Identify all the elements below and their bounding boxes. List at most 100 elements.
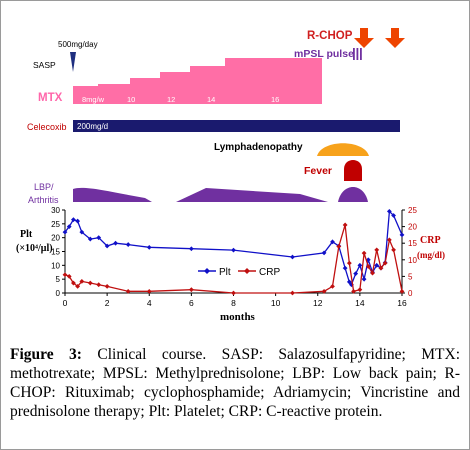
- data-point-crp: [96, 282, 102, 288]
- data-point-crp: [336, 244, 342, 249]
- right-tick-label: 20: [408, 223, 417, 232]
- left-tick-label: 15: [51, 248, 60, 257]
- rchop-label: R-CHOP: [307, 30, 353, 42]
- data-point-plt: [391, 213, 396, 218]
- lymphadenopathy-shape: [317, 143, 369, 156]
- right-tick-labels: 0 5 10 15 20 25: [402, 206, 417, 298]
- x-tick-labels: 0 2 4 6 8 10 12 14 16: [63, 293, 407, 308]
- data-point-crp: [290, 290, 295, 296]
- data-point-crp: [62, 272, 68, 278]
- data-point-crp: [365, 264, 371, 269]
- data-point-crp: [351, 288, 356, 294]
- data-point-crp: [330, 283, 335, 289]
- data-point-plt: [357, 262, 363, 268]
- data-point-plt: [104, 243, 110, 249]
- data-point-crp: [399, 288, 405, 294]
- mtx-dose-3: 12: [167, 95, 175, 104]
- rchop-arrow-1-icon: [354, 28, 374, 48]
- data-point-plt: [125, 242, 131, 247]
- data-point-crp: [231, 290, 236, 296]
- plot-area: 0 5 10 15 20 25 30 0 5 10 15 20 25 0 2 4 6 8 10 12 14 16: [51, 206, 417, 308]
- left-axis-title-line2: (×10⁴/μl): [16, 243, 53, 254]
- mtx-dose-4: 14: [207, 95, 215, 104]
- data-point-plt: [386, 208, 392, 214]
- mpsl-pulse-bar-3: [360, 48, 362, 60]
- fever-label: Fever: [304, 165, 332, 177]
- left-tick-label: 0: [56, 289, 61, 298]
- lbp-period-2: [176, 188, 328, 202]
- right-tick-label: 5: [408, 272, 413, 281]
- data-point-crp: [378, 265, 384, 271]
- left-tick-label: 30: [51, 206, 60, 215]
- fever-shape: [344, 160, 362, 181]
- mtx-dose-2: 10: [127, 95, 135, 104]
- data-point-plt: [374, 262, 380, 268]
- right-tick-label: 10: [408, 256, 417, 265]
- data-point-plt: [321, 250, 327, 256]
- legend-crp-label: CRP: [259, 267, 280, 278]
- right-tick-label: 0: [408, 289, 413, 298]
- lbp-period-3: [338, 187, 368, 202]
- data-point-crp: [321, 288, 327, 294]
- x-tick-label: 8: [231, 298, 236, 308]
- data-point-crp: [188, 287, 194, 293]
- celecoxib-label: Celecoxib: [27, 122, 67, 132]
- data-point-plt: [353, 271, 359, 277]
- x-tick-label: 12: [313, 298, 323, 308]
- data-point-plt: [346, 279, 352, 285]
- data-point-crp: [342, 222, 348, 228]
- data-point-plt: [113, 240, 118, 246]
- right-tick-label: 15: [408, 239, 417, 248]
- data-point-crp: [370, 270, 375, 276]
- data-point-crp: [346, 260, 352, 266]
- x-tick-label: 10: [271, 298, 281, 308]
- data-point-crp: [361, 250, 367, 256]
- data-point-crp: [71, 280, 76, 286]
- legend-crp-marker-icon: [244, 268, 250, 274]
- sasp-marker-icon: [70, 52, 76, 72]
- data-point-plt: [96, 235, 102, 241]
- x-tick-label: 6: [189, 298, 194, 308]
- data-point-crp: [382, 260, 388, 266]
- data-point-crp: [125, 288, 131, 294]
- legend: Plt CRP: [198, 267, 280, 278]
- data-point-plt: [146, 244, 152, 250]
- caption-text: Clinical course. SASP: Salazosulfapyridi…: [10, 346, 460, 420]
- mtx-dose-1: 8mg/w: [82, 95, 105, 104]
- x-tick-label: 0: [63, 298, 68, 308]
- data-point-crp: [79, 278, 85, 284]
- mtx-label: MTX: [38, 92, 63, 104]
- lymphadenopathy-label: Lymphadenopathy: [214, 142, 303, 153]
- figure-caption: Figure 3: Clinical course. SASP: Salazos…: [10, 345, 460, 421]
- data-point-plt: [71, 217, 76, 223]
- lbp-period-1: [73, 187, 152, 202]
- data-point-crp: [391, 247, 396, 253]
- left-tick-label: 5: [56, 275, 61, 284]
- legend-plt-marker-icon: [204, 268, 210, 274]
- data-point-crp: [146, 288, 152, 294]
- data-point-plt: [79, 229, 85, 235]
- data-point-plt: [66, 224, 72, 229]
- data-point-plt: [342, 265, 348, 271]
- left-tick-label: 20: [51, 234, 60, 243]
- left-tick-label: 25: [51, 220, 60, 229]
- data-point-plt: [62, 229, 68, 235]
- x-tick-label: 14: [355, 298, 365, 308]
- data-point-crp: [386, 237, 392, 243]
- celecoxib-bar: [73, 120, 400, 132]
- x-tick-label: 4: [147, 298, 152, 308]
- data-point-plt: [290, 254, 295, 260]
- lbp-label-line1: LBP/: [34, 182, 54, 192]
- legend-plt-label: Plt: [219, 267, 231, 278]
- mtx-dose-5: 16: [271, 95, 279, 104]
- right-axis-title-line1: CRP: [420, 235, 441, 246]
- data-point-crp: [87, 280, 93, 286]
- left-axis-title-line1: Plt: [20, 229, 33, 240]
- celecoxib-dose: 200mg/d: [77, 122, 108, 131]
- data-point-plt: [399, 232, 405, 238]
- sasp-label: SASP: [33, 60, 56, 70]
- lbp-label-line2: Arthritis: [28, 195, 59, 205]
- x-axis-title: months: [220, 311, 256, 323]
- x-tick-label: 2: [105, 298, 110, 308]
- rchop-arrow-2-icon: [385, 28, 405, 48]
